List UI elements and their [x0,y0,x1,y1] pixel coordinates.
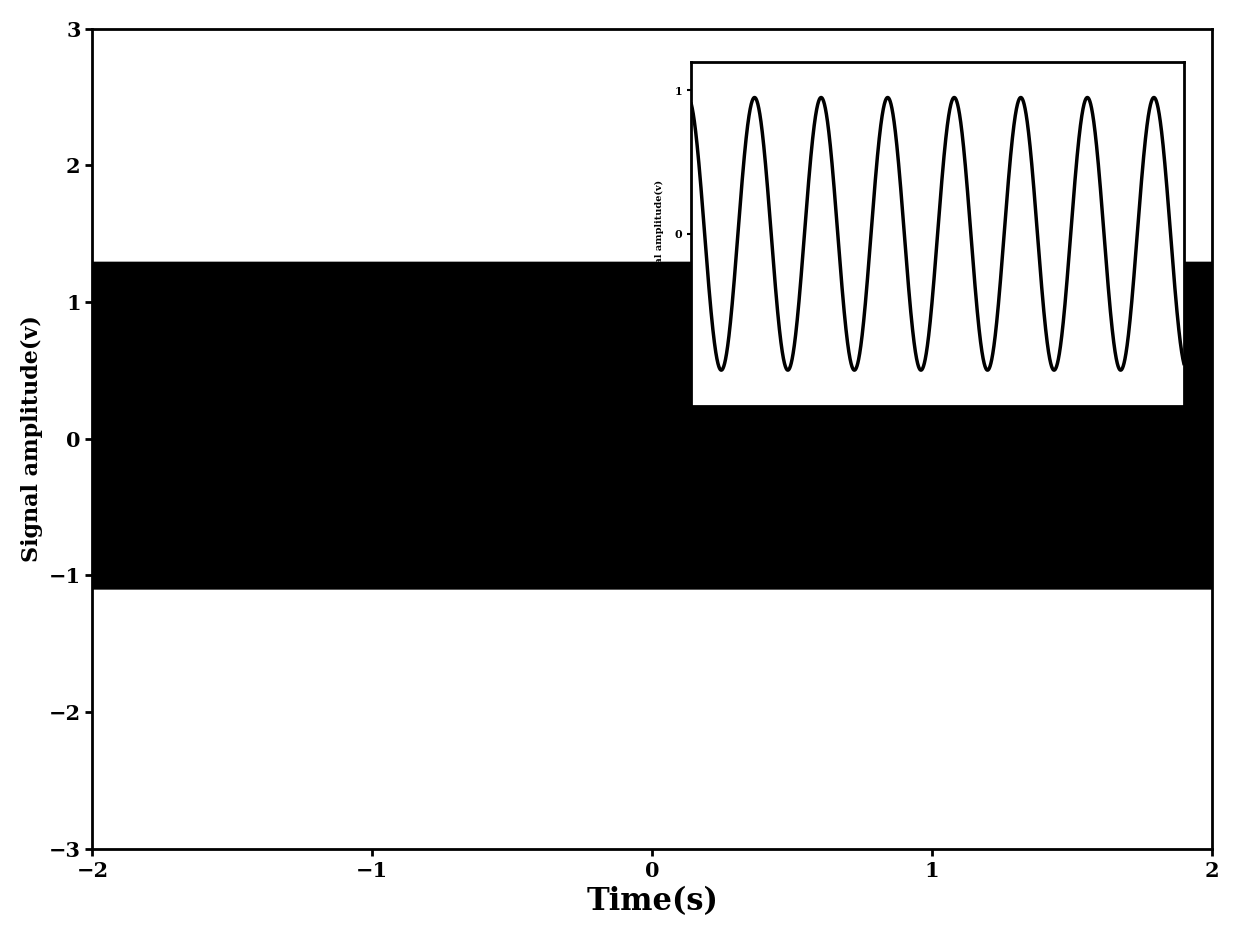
X-axis label: Time(s): Time(s) [587,886,718,917]
Y-axis label: Signal amplitude(v): Signal amplitude(v) [21,315,43,562]
